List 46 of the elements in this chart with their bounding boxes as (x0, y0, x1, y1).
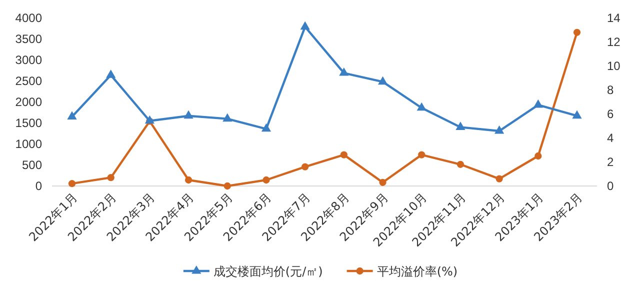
point (107, 174, 114, 182)
point (106, 70, 116, 78)
point (494, 125, 504, 134)
y2-tick-label: 14 (607, 10, 621, 25)
legend-label: 成交楼面均价(元/㎡) (213, 264, 323, 278)
point (262, 176, 270, 184)
y2-tick-label: 10 (607, 58, 621, 73)
point (184, 110, 194, 119)
point (224, 182, 231, 190)
point (416, 102, 426, 111)
y-tick-label: 1500 (15, 116, 42, 130)
point (339, 67, 349, 76)
y-tick-label: 2000 (15, 94, 42, 109)
point (418, 151, 426, 158)
y2-tick-label: 2 (607, 154, 614, 169)
y-tick-label: 4000 (15, 10, 42, 25)
y-tick-label: 500 (22, 158, 42, 172)
y2-tick-label: 8 (607, 82, 614, 97)
point (340, 151, 348, 158)
y2-tick-label: 4 (607, 130, 614, 145)
y-tick-label: 3000 (15, 52, 42, 67)
point (68, 180, 76, 188)
point (378, 76, 388, 85)
y-tick-label: 2500 (15, 74, 42, 88)
point (379, 178, 386, 186)
point (496, 175, 503, 182)
point (144, 115, 154, 124)
y2-tick-label: 12 (607, 34, 621, 49)
point (67, 111, 77, 120)
point (534, 152, 542, 160)
point (222, 113, 232, 122)
point (456, 122, 466, 130)
legend-label: 平均溢价率(%) (376, 264, 458, 278)
y-tick-label: 3500 (15, 32, 42, 46)
point (261, 123, 272, 132)
y2-tick-label: 0 (607, 178, 614, 193)
point (573, 28, 581, 36)
y2-tick-label: 6 (607, 106, 614, 121)
y-tick-label: 0 (35, 178, 42, 193)
point (302, 163, 309, 170)
point (456, 160, 464, 168)
y-tick-label: 1000 (15, 136, 42, 151)
point (184, 176, 192, 184)
point (300, 21, 310, 30)
point (572, 110, 582, 119)
point (533, 99, 543, 108)
